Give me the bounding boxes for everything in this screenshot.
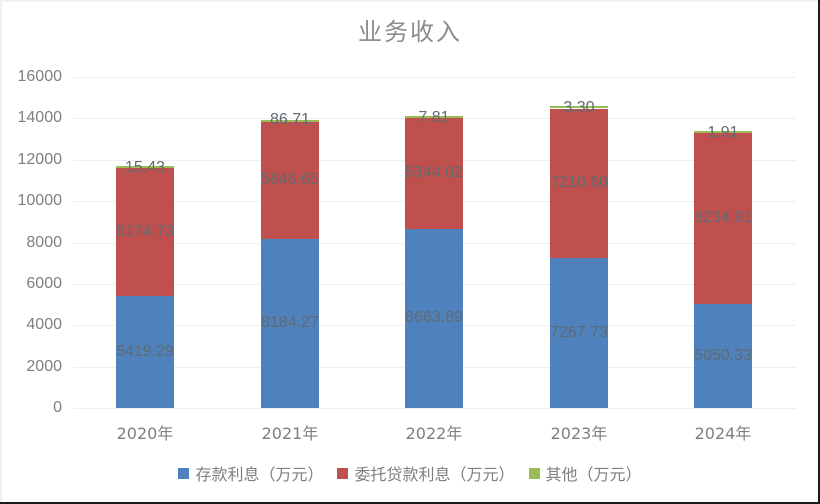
data-label: 5050.33 (694, 346, 752, 364)
bar-segment (261, 238, 319, 408)
bar-segment (116, 295, 174, 408)
data-label: 5344.02 (405, 164, 463, 182)
legend-label: 其他（万元） (545, 465, 642, 484)
plot-area: 5419.29 6174.73 15.43 8184.27 5646.65 86.71 86… (73, 77, 796, 409)
bar-stack: 8663.89 5344.02 7.81 (405, 77, 463, 408)
x-tick-label: 2020年 (116, 424, 174, 443)
y-tick-label: 14000 (17, 109, 63, 127)
y-tick-label: 2000 (26, 357, 62, 375)
bar-segment (116, 168, 174, 296)
bar-segment (550, 108, 608, 258)
data-label: 7267.73 (550, 323, 608, 341)
bar-stack: 5419.29 6174.73 15.43 (116, 77, 174, 408)
data-label: 8184.27 (261, 314, 319, 332)
bar-segment (261, 121, 319, 239)
data-label: 7210.60 (550, 174, 608, 192)
data-label: 5419.29 (116, 342, 174, 360)
legend-item-entrusted-loan-interest: 委托贷款利息（万元） (337, 461, 515, 485)
bar-segment (116, 166, 174, 169)
data-label: 15.43 (124, 158, 166, 176)
legend-item-other: 其他（万元） (528, 461, 642, 485)
bar-segment (405, 118, 463, 229)
bar-stack: 8184.27 5646.65 86.71 (261, 77, 319, 408)
x-tick-label: 2024年 (694, 424, 752, 443)
legend-label: 存款利息（万元） (195, 465, 324, 484)
x-tick-label: 2023年 (550, 424, 608, 443)
x-tick-label: 2021年 (261, 424, 319, 443)
data-label: 6174.73 (116, 223, 174, 241)
legend-swatch-icon (528, 467, 540, 479)
x-tick-label: 2022年 (405, 424, 463, 443)
bar-segment (405, 228, 463, 408)
data-label: 7.81 (418, 109, 450, 127)
y-tick-label: 0 (53, 399, 62, 416)
legend-swatch-icon (337, 467, 349, 479)
gridline (73, 77, 796, 78)
bar-segment (694, 303, 752, 408)
y-tick-label: 12000 (17, 150, 63, 168)
data-label: 8234.91 (694, 209, 752, 227)
data-label: 3.30 (563, 99, 595, 117)
bar-segment (261, 119, 319, 122)
bar-segment (405, 116, 463, 119)
legend: 存款利息（万元） 委托贷款利息（万元） 其他（万元） (0, 461, 820, 485)
bar-segment (694, 131, 752, 134)
data-label: 5646.65 (261, 171, 319, 189)
y-tick-label: 16000 (17, 68, 63, 85)
gridline (73, 408, 796, 409)
bar-stack: 7267.73 7210.60 3.30 (550, 77, 608, 408)
y-tick-label: 10000 (17, 192, 63, 210)
frame-edge (0, 0, 818, 2)
data-label: 8663.89 (405, 309, 463, 327)
bar-segment (550, 257, 608, 408)
chart-title: 业务收入 (358, 18, 462, 46)
legend-label: 委托贷款利息（万元） (354, 465, 515, 484)
bar-segment (550, 106, 608, 109)
bar-segment (694, 133, 752, 304)
frame-edge (0, 0, 2, 502)
legend-item-deposit-interest: 存款利息（万元） (178, 461, 323, 485)
y-tick-label: 4000 (26, 316, 62, 334)
data-label: 1.91 (707, 124, 739, 142)
legend-swatch-icon (178, 467, 190, 479)
data-label: 86.71 (269, 111, 311, 129)
y-tick-label: 6000 (26, 274, 62, 292)
y-tick-label: 8000 (26, 233, 62, 251)
bar-stack: 5050.33 8234.91 1.91 (694, 77, 752, 408)
